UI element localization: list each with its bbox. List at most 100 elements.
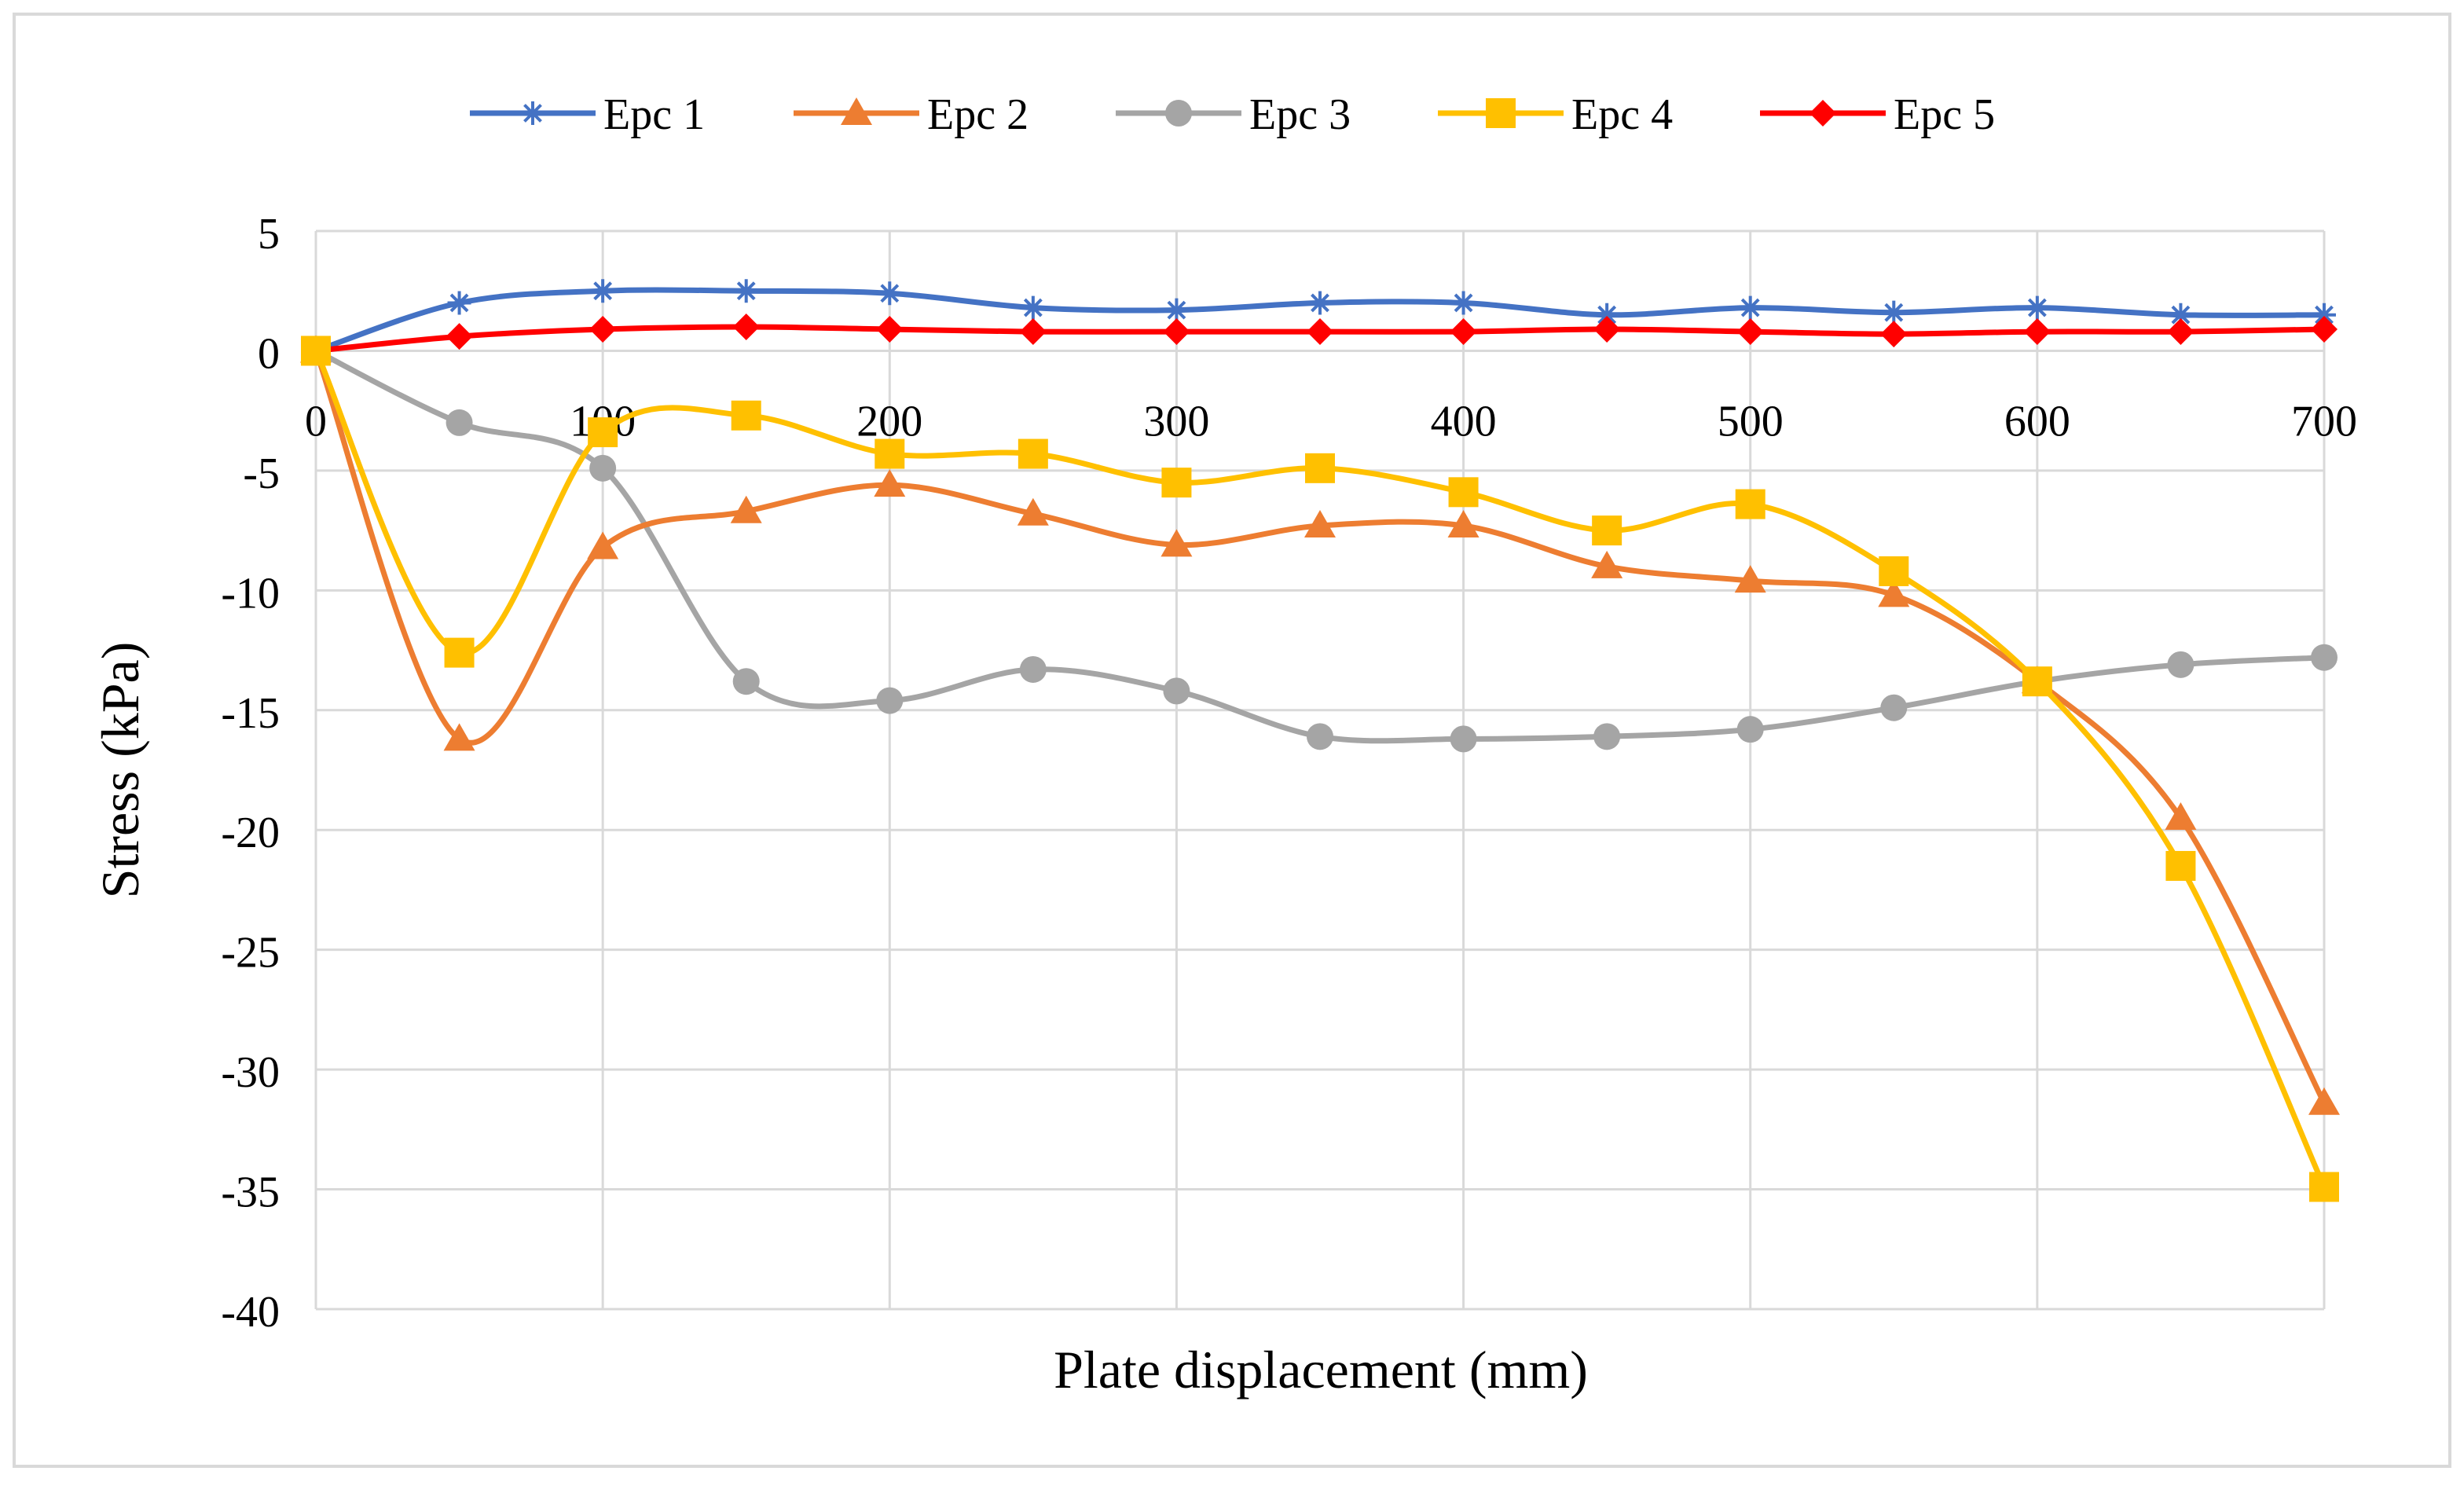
data-point-epc-1	[1451, 291, 1476, 315]
data-point-epc-3	[1450, 725, 1477, 753]
legend-label: Epc 1	[603, 90, 705, 139]
data-point-epc-2	[2165, 802, 2197, 830]
data-point-epc-1	[1738, 295, 1762, 320]
data-point-epc-1	[878, 281, 902, 306]
x-tick-label: 400	[1431, 397, 1497, 446]
y-tick-label: -10	[221, 569, 280, 618]
data-point-epc-2	[1734, 565, 1766, 593]
data-point-epc-4	[588, 417, 618, 448]
legend-item-epc-4: Epc 4	[1438, 90, 1673, 139]
data-point-epc-5	[1736, 318, 1764, 346]
y-axis-label: Stress (kPa)	[90, 642, 150, 899]
data-point-epc-1	[591, 279, 615, 303]
x-axis-label: Plate displacement (mm)	[1054, 1340, 1588, 1399]
data-point-epc-4	[2165, 850, 2196, 881]
data-point-epc-5	[1019, 318, 1047, 346]
legend-swatch-marker	[521, 101, 544, 125]
data-point-epc-1	[2312, 303, 2336, 327]
data-point-epc-1	[2169, 303, 2193, 327]
data-point-epc-5	[1307, 318, 1333, 346]
y-tick-label: -20	[221, 809, 280, 857]
legend-item-epc-3: Epc 3	[1116, 90, 1351, 139]
y-tick-label: -5	[243, 449, 280, 498]
legend: Epc 1 Epc 2 Epc 3 Epc 4 Epc 5	[470, 90, 1995, 139]
data-point-epc-4	[301, 336, 331, 366]
x-tick-label: 700	[2291, 397, 2357, 446]
x-tick-label: 0	[305, 397, 327, 446]
data-point-epc-5	[589, 316, 617, 343]
y-tick-label: -35	[221, 1168, 280, 1217]
data-point-epc-4	[1161, 468, 1192, 498]
legend-item-epc-1: Epc 1	[470, 90, 705, 139]
data-point-epc-1	[1308, 291, 1332, 315]
data-point-epc-4	[1592, 515, 1622, 546]
legend-item-epc-5: Epc 5	[1760, 90, 1995, 139]
data-point-epc-2	[1017, 497, 1049, 526]
data-point-epc-3	[1163, 677, 1190, 705]
data-point-epc-3	[589, 454, 617, 482]
legend-label: Epc 5	[1894, 90, 1995, 139]
chart-frame	[13, 13, 2451, 1468]
data-point-epc-3	[876, 687, 904, 714]
data-point-epc-2	[1878, 579, 1910, 607]
data-point-epc-2	[587, 531, 619, 559]
x-tick-label: 500	[1718, 397, 1784, 446]
data-point-epc-5	[2167, 318, 2194, 346]
series-line-epc-3	[313, 347, 2327, 744]
data-point-epc-1	[1164, 298, 1189, 322]
data-point-epc-2	[730, 495, 762, 523]
data-point-epc-5	[1880, 321, 1908, 348]
legend-label: Epc 4	[1571, 90, 1673, 139]
legend-swatch-marker	[1810, 100, 1836, 127]
data-point-epc-4	[1879, 556, 1909, 586]
data-point-epc-2	[1447, 510, 1480, 538]
series-markers	[300, 279, 2340, 1202]
data-point-epc-2	[2308, 1087, 2340, 1115]
y-tick-label: -40	[221, 1288, 280, 1337]
legend-swatch-marker	[841, 97, 872, 125]
data-point-epc-2	[1591, 550, 1623, 578]
data-point-epc-5	[2023, 318, 2051, 346]
data-point-epc-4	[1448, 477, 1479, 508]
data-point-epc-3	[2167, 651, 2194, 678]
data-point-epc-2	[874, 469, 906, 497]
data-point-epc-5	[2311, 316, 2338, 343]
data-point-epc-5	[876, 316, 904, 343]
legend-label: Epc 3	[1249, 90, 1351, 139]
y-tick-label: 0	[258, 329, 280, 378]
x-tick-label: 300	[1143, 397, 1209, 446]
data-point-epc-5	[446, 323, 473, 350]
data-point-epc-3	[1736, 716, 1764, 743]
data-point-epc-3	[1593, 723, 1621, 750]
legend-label: Epc 2	[927, 90, 1028, 139]
data-point-epc-1	[1595, 303, 1619, 327]
data-point-epc-4	[2022, 666, 2052, 697]
data-point-epc-4	[874, 438, 905, 469]
data-point-epc-1	[1882, 300, 1906, 325]
data-point-epc-4	[1018, 438, 1048, 469]
data-point-epc-2	[1304, 510, 1336, 538]
data-point-epc-3	[1880, 694, 1908, 721]
legend-swatch-marker	[1165, 100, 1192, 127]
data-point-epc-1	[1021, 295, 1045, 320]
data-point-epc-4	[1305, 453, 1335, 483]
data-point-epc-3	[732, 668, 760, 695]
data-point-epc-5	[732, 313, 760, 340]
y-tick-label: -15	[221, 689, 280, 738]
data-point-epc-4	[731, 400, 761, 431]
y-tick-label: -25	[221, 929, 280, 978]
y-tick-label: 5	[258, 210, 280, 259]
data-point-epc-3	[1307, 723, 1333, 750]
data-point-epc-1	[734, 279, 758, 303]
data-point-epc-3	[1019, 655, 1047, 683]
x-tick-label: 600	[2004, 397, 2070, 446]
gridlines	[314, 229, 2326, 1311]
data-point-epc-4	[2309, 1172, 2339, 1202]
tick-labels: 50-5-10-15-20-25-30-35-40010020030040050…	[221, 210, 2357, 1337]
legend-swatch-marker	[1486, 98, 1516, 128]
data-point-epc-3	[446, 409, 473, 436]
legend-item-epc-2: Epc 2	[794, 90, 1028, 139]
y-tick-label: -30	[221, 1048, 280, 1097]
data-point-epc-4	[444, 637, 475, 668]
